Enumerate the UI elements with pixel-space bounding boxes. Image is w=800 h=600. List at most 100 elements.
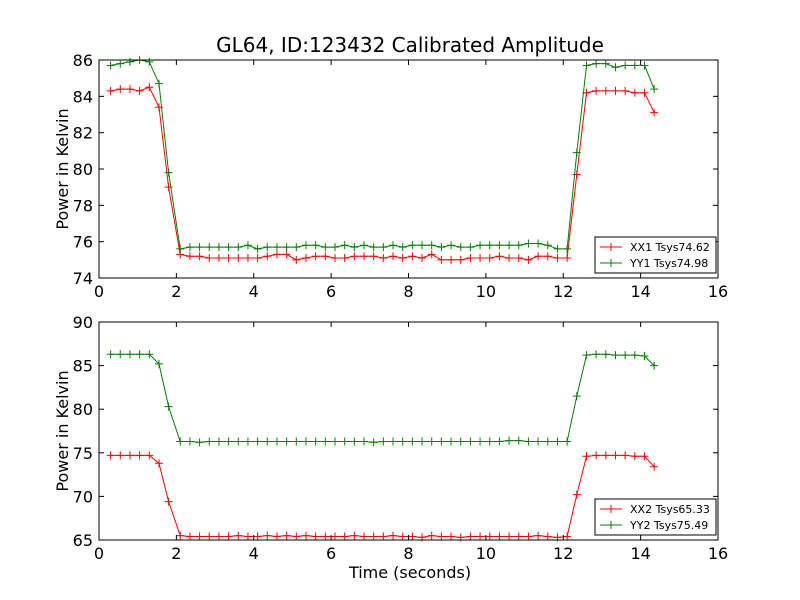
data-point xyxy=(205,532,214,541)
data-point xyxy=(282,250,291,259)
x-tick-label: 6 xyxy=(326,282,336,301)
x-tick-label: 10 xyxy=(476,544,496,563)
data-point xyxy=(601,86,610,95)
data-point xyxy=(621,61,630,70)
data-point xyxy=(311,437,320,446)
data-point xyxy=(340,241,349,250)
x-axis-label: Time (seconds) xyxy=(348,563,471,582)
data-point xyxy=(398,532,407,541)
data-point xyxy=(195,243,204,252)
data-point xyxy=(398,243,407,252)
legend: XX2 Tsys65.33 YY2 Tsys75.49 xyxy=(594,498,717,536)
data-point xyxy=(389,437,398,446)
data-point xyxy=(437,255,446,264)
data-point xyxy=(456,255,465,264)
x-tick-label: 0 xyxy=(94,282,104,301)
data-point xyxy=(253,244,262,253)
data-point xyxy=(485,437,494,446)
legend-label: YY2 Tsys75.49 xyxy=(629,519,708,532)
data-point xyxy=(630,88,639,97)
data-point xyxy=(360,241,369,250)
data-point xyxy=(476,437,485,446)
legend-marker xyxy=(607,521,615,529)
data-point xyxy=(495,532,504,541)
x-tick-label: 10 xyxy=(476,282,496,301)
x-tick-label: 2 xyxy=(171,544,181,563)
data-point xyxy=(466,437,475,446)
data-point xyxy=(340,437,349,446)
chart-top: GL64, ID:123432 Calibrated Amplitude Pow… xyxy=(53,33,728,301)
data-point xyxy=(485,532,494,541)
data-point xyxy=(408,252,417,261)
data-point xyxy=(224,437,233,446)
y-tick-label: 85 xyxy=(73,357,93,376)
data-point xyxy=(630,61,639,70)
data-point xyxy=(224,254,233,263)
legend-marker xyxy=(607,259,615,267)
legend-label: XX2 Tsys65.33 xyxy=(630,503,710,516)
data-point xyxy=(650,108,659,117)
data-point xyxy=(301,531,310,540)
data-point xyxy=(292,243,301,252)
data-point xyxy=(135,350,144,359)
data-point xyxy=(553,437,562,446)
data-point xyxy=(176,531,185,540)
data-point xyxy=(630,351,639,360)
y-tick-label: 75 xyxy=(73,444,93,463)
data-point xyxy=(214,437,223,446)
x-tick-label: 6 xyxy=(326,544,336,563)
data-point xyxy=(563,532,572,541)
data-point xyxy=(106,451,115,460)
data-point xyxy=(253,437,262,446)
data-point xyxy=(253,532,262,541)
data-point xyxy=(408,437,417,446)
data-point xyxy=(389,531,398,540)
plot-area-bottom: 0 2 4 6 8 10 12 14 16 65 70 75 80 85 90 XX2 Tsys65.33 YY… xyxy=(73,313,729,563)
data-point xyxy=(195,252,204,261)
data-point xyxy=(185,243,194,252)
data-point xyxy=(234,531,243,540)
data-point xyxy=(563,254,572,263)
data-point xyxy=(154,79,163,88)
data-point xyxy=(253,254,262,263)
legend-label: YY1 Tsys74.98 xyxy=(629,257,708,270)
y-tick-label: 65 xyxy=(73,531,93,550)
data-point xyxy=(601,59,610,68)
data-point xyxy=(640,352,649,361)
data-point xyxy=(534,239,543,248)
y-tick-label: 80 xyxy=(73,160,93,179)
x-tick-label: 14 xyxy=(630,282,650,301)
data-point xyxy=(398,254,407,263)
data-point xyxy=(263,437,272,446)
data-point xyxy=(524,532,533,541)
data-point xyxy=(379,532,388,541)
legend-box xyxy=(594,498,717,536)
data-point xyxy=(360,532,369,541)
y-tick-label: 70 xyxy=(73,487,93,506)
data-point xyxy=(534,531,543,540)
chart-title: GL64, ID:123432 Calibrated Amplitude xyxy=(216,33,604,57)
y-tick-label: 86 xyxy=(73,51,93,70)
data-point xyxy=(543,437,552,446)
data-point xyxy=(505,436,514,445)
x-tick-label: 4 xyxy=(249,544,259,563)
data-point xyxy=(125,350,134,359)
data-point xyxy=(447,437,456,446)
data-point xyxy=(224,532,233,541)
y-tick-label: 76 xyxy=(73,233,93,252)
data-point xyxy=(224,243,233,252)
data-point xyxy=(185,437,194,446)
data-point xyxy=(582,61,591,70)
data-point xyxy=(154,359,163,368)
data-point xyxy=(427,437,436,446)
data-point xyxy=(592,86,601,95)
data-point xyxy=(272,250,281,259)
x-tick-label: 12 xyxy=(553,544,573,563)
y-tick-label: 80 xyxy=(73,400,93,419)
data-point xyxy=(205,437,214,446)
x-tick-label: 12 xyxy=(553,282,573,301)
data-point xyxy=(116,59,125,68)
data-point xyxy=(272,532,281,541)
data-point xyxy=(243,532,252,541)
